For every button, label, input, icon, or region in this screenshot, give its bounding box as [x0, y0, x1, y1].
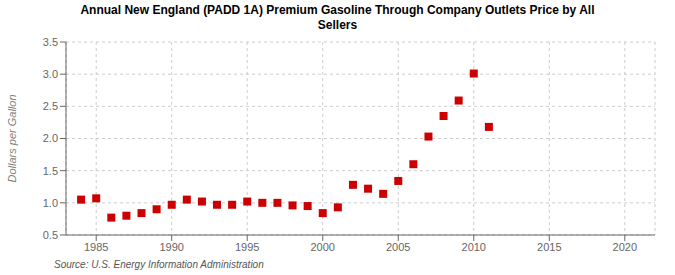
svg-text:1990: 1990: [159, 241, 183, 253]
svg-text:2020: 2020: [613, 241, 637, 253]
html-text:Annual New England (PADD 1A) P: Annual New England (PADD 1A) Premium Gas…: [80, 3, 595, 17]
svg-text:1.5: 1.5: [43, 165, 58, 177]
svg-text:2.0: 2.0: [43, 132, 58, 144]
html-text:Source: U.S. Energy Informatio: Source: U.S. Energy Information Administ…: [54, 259, 264, 270]
svg-text:1985: 1985: [84, 241, 108, 253]
svg-text:2010: 2010: [462, 241, 486, 253]
svg-text:2000: 2000: [311, 241, 335, 253]
svg-text:2015: 2015: [537, 241, 561, 253]
svg-text:1995: 1995: [235, 241, 259, 253]
svg-text:2.5: 2.5: [43, 100, 58, 112]
svg-text:2005: 2005: [386, 241, 410, 253]
html-text:Sellers: Sellers: [317, 18, 358, 32]
svg-text:Dollars per Gallon: Dollars per Gallon: [6, 94, 18, 182]
svg-text:0.5: 0.5: [43, 229, 58, 241]
svg-text:3.0: 3.0: [43, 68, 58, 80]
svg-text:3.5: 3.5: [43, 36, 58, 48]
svg-text:1.0: 1.0: [43, 197, 58, 209]
